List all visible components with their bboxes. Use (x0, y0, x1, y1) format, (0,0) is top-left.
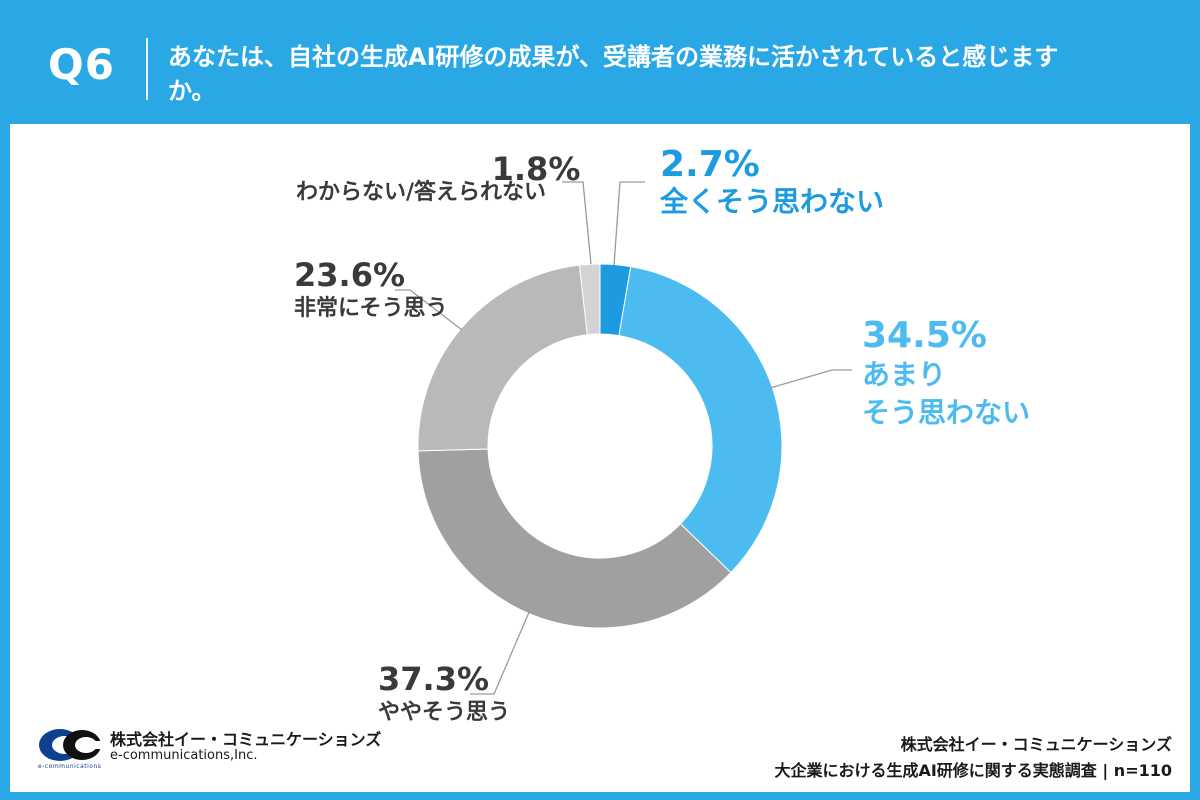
label-not-at-all: 2.7% 全くそう思わない (660, 146, 884, 220)
slice-dont-know (578, 263, 601, 336)
leader-not-at-all (613, 181, 645, 266)
source-company: 株式会社イー・コミュニケーションズ (900, 735, 1172, 754)
chart-panel (10, 124, 1190, 792)
label-dontknow: 1.8% (476, 150, 596, 188)
logo-tagline: e-communications (38, 763, 102, 770)
source-note: 株式会社イー・コミュニケーションズ 大企業における生成AI研修に関する実態調査 … (774, 732, 1172, 784)
slice-category: あまり (862, 358, 947, 391)
leader-not-much (769, 369, 852, 389)
e-communications-logo-icon (39, 729, 102, 761)
slice-somewhat (417, 448, 732, 629)
label-very-much: 23.6% 非常にそう思う (294, 256, 448, 324)
source-survey-line: 大企業における生成AI研修に関する実態調査 | n=110 (774, 761, 1172, 780)
slice-value: 2.7% (660, 144, 760, 185)
donut-slices (417, 263, 783, 629)
source-survey: 大企業における生成AI研修に関する実態調査 (774, 761, 1097, 780)
slice-value: 23.6% (294, 256, 406, 294)
question-header: Q6 あなたは、自社の生成AI研修の成果が、受講者の業務に活かされていると感じま… (0, 0, 1200, 118)
slice-category: わからない/答えられない (296, 180, 547, 205)
slice-very-much (417, 264, 588, 452)
leader-somewhat (470, 609, 531, 695)
label-not-much: 34.5% あまり そう思わない (862, 316, 1030, 432)
slice-value: 1.8% (491, 150, 581, 188)
company-logo: 株式会社イー・コミュニケーションズ e-communications,Inc. … (38, 722, 382, 772)
leader-dont-know (562, 181, 592, 265)
slice-category: 全くそう思わない (660, 185, 885, 218)
label-somewhat: 37.3% ややそう思う (378, 660, 510, 728)
question-number: Q6 (48, 40, 115, 89)
slice-category: そう思わない (862, 396, 1031, 429)
leader-lines (395, 181, 852, 695)
leader-very-much (395, 289, 463, 331)
slice-category: ややそう思う (378, 700, 511, 725)
company-name-en: e-communications,Inc. (110, 748, 258, 763)
sample-size: n=110 (1113, 761, 1172, 780)
company-name-ja: 株式会社イー・コミュニケーションズ (110, 730, 382, 749)
slice-not-much (618, 266, 783, 574)
slice-value: 37.3% (378, 660, 490, 698)
question-text: あなたは、自社の生成AI研修の成果が、受講者の業務に活かされていると感じますか。 (168, 43, 1059, 105)
slice-value: 34.5% (862, 315, 987, 356)
header-divider (146, 38, 148, 100)
slice-category: 非常にそう思う (294, 296, 448, 321)
